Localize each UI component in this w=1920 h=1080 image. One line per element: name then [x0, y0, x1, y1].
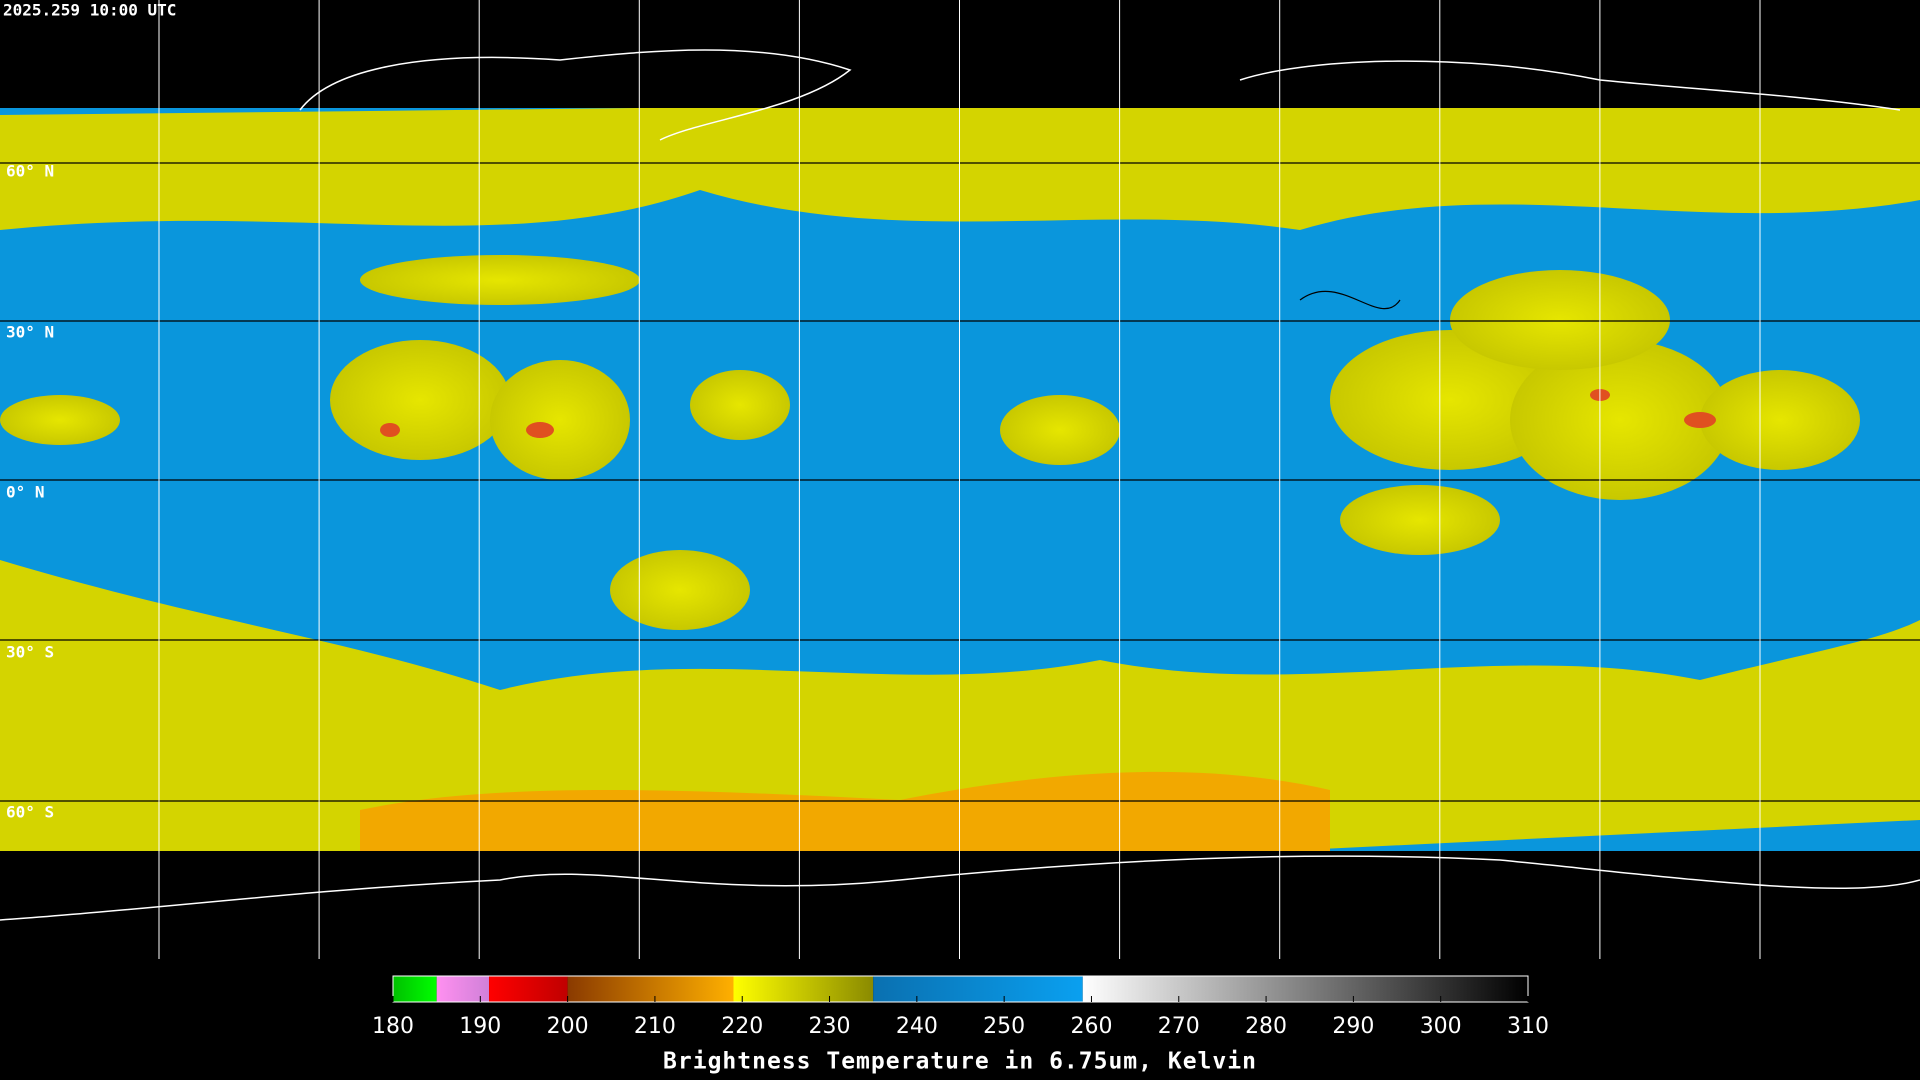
convective-clouds [0, 255, 1860, 630]
colorbar-tick-label: 180 [372, 1014, 414, 1039]
latitude-label: 0° N [6, 483, 45, 502]
coastlines [0, 49, 1920, 921]
colorbar-tick-label: 190 [459, 1014, 501, 1039]
longitude-lines [158, 0, 1761, 959]
antarctic-dry-region [360, 771, 1330, 851]
colorbar-segment [567, 976, 734, 1002]
colorbar-tick-label: 310 [1507, 1014, 1549, 1039]
colorbar-tick-label: 230 [809, 1014, 851, 1039]
colorbar-tick-label: 250 [983, 1014, 1025, 1039]
latitude-label: 30° N [6, 323, 54, 342]
colorbar-tick-label: 210 [634, 1014, 676, 1039]
colorbar-segment [393, 976, 437, 1002]
colorbar-tick-label: 280 [1245, 1014, 1287, 1039]
coastline [299, 49, 852, 141]
colorbar-frame [392, 975, 1529, 1003]
coastline [0, 855, 1920, 921]
colorbar-segment [489, 976, 568, 1002]
colorbar-title: Brightness Temperature in 6.75um, Kelvin [663, 1049, 1257, 1075]
coastline [1299, 290, 1401, 310]
cold-cloud-tops [380, 389, 1716, 438]
colorbar-segment [1082, 976, 1528, 1002]
timestamp: 2025.259 10:00 UTC [3, 1, 176, 20]
colorbar-segment [733, 976, 874, 1002]
colorbar-tick-label: 200 [547, 1014, 589, 1039]
colorbar-tick-label: 270 [1158, 1014, 1200, 1039]
latitude-labels: 60° N 30° N 0° N 30° S 60° S [6, 162, 54, 822]
colorbar-tick-label: 300 [1420, 1014, 1462, 1039]
colorbar-segment [873, 976, 1083, 1002]
colorbar-tick-label: 260 [1070, 1014, 1112, 1039]
colorbar-tick-label: 220 [721, 1014, 763, 1039]
latitude-label: 60° S [6, 803, 54, 822]
latitude-label: 30° S [6, 643, 54, 662]
latitude-label: 60° N [6, 162, 54, 181]
colorbar-tick-label: 290 [1332, 1014, 1374, 1039]
colorbar-segment [436, 976, 490, 1002]
colorbar-tick-label: 240 [896, 1014, 938, 1039]
colorbar: 180 190 200 210 220 230 240 250 260 270 280 290 300 3… [372, 975, 1549, 1039]
